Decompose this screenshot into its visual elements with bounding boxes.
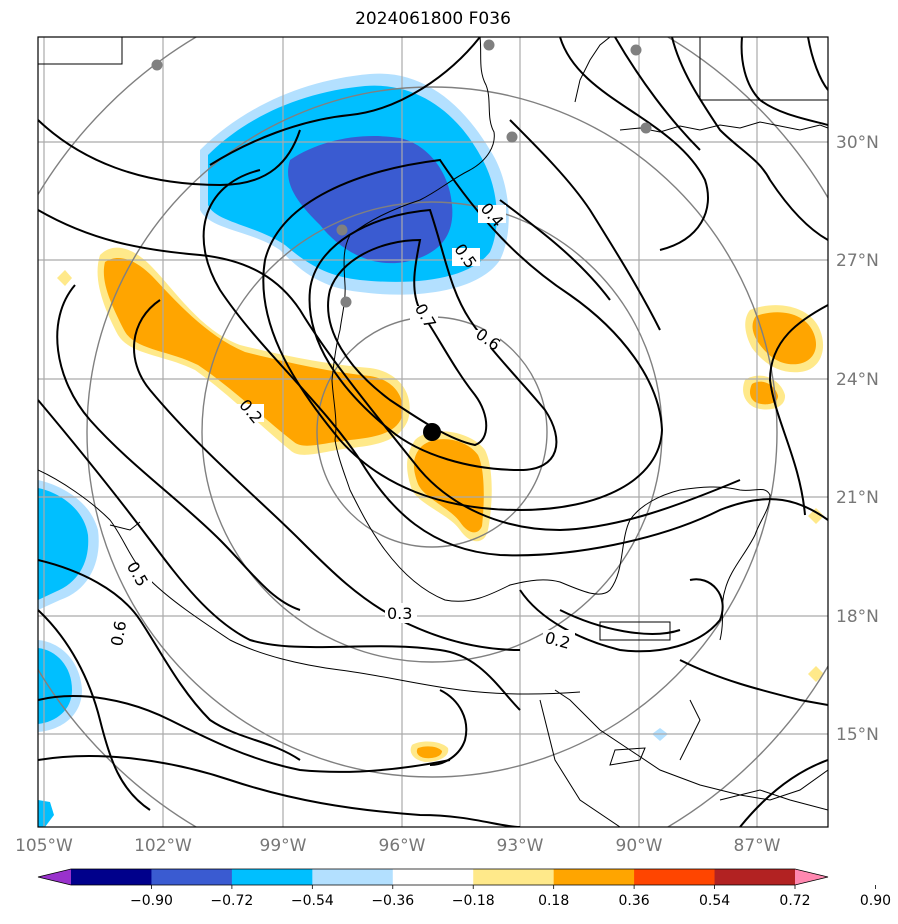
lat-label: 18°N xyxy=(836,607,879,627)
map-plot-area: 0.4 0.5 0.7 0.6 0.2 0.5 0.6 0.3 0.2 xyxy=(38,37,828,827)
lon-label: 105°W xyxy=(15,836,73,856)
storm-center-marker xyxy=(423,423,441,441)
colorbar-tick-label: −0.72 xyxy=(210,893,253,909)
contour-lines xyxy=(38,37,828,827)
colorbar-tick-label: −0.90 xyxy=(130,893,173,909)
colorbar: −0.90 −0.72 −0.54 −0.36 −0.18 0.18 0.36 0.54 0.7… xyxy=(37,868,891,909)
colorbar-segment xyxy=(392,869,474,885)
lon-label: 90°W xyxy=(616,836,663,856)
colorbar-segment xyxy=(151,869,233,885)
negative-anomaly-fill xyxy=(38,73,668,827)
colorbar-outline xyxy=(37,868,829,886)
colorbar-segment xyxy=(312,869,394,885)
colorbar-segment xyxy=(714,869,796,885)
colorbar-tick-label: −0.36 xyxy=(371,893,414,909)
lat-label: 21°N xyxy=(836,488,879,508)
colorbar-tick-label: −0.54 xyxy=(291,893,334,909)
colorbar-segment xyxy=(473,869,555,885)
map-title: 2024061800 F036 xyxy=(355,9,511,29)
colorbar-tick-label: 0.54 xyxy=(699,893,730,909)
lat-lon-grid xyxy=(38,37,828,827)
colorbar-segment xyxy=(71,869,152,885)
lat-label: 24°N xyxy=(836,370,879,390)
colorbar-tick-label: 0.36 xyxy=(619,893,650,909)
colorbar-over-extension xyxy=(795,869,828,885)
colorbar-tick-label: −0.18 xyxy=(452,893,495,909)
lon-label: 96°W xyxy=(379,836,426,856)
coastlines xyxy=(38,37,828,827)
colorbar-segment xyxy=(231,869,313,885)
positive-anomaly-fill xyxy=(57,247,824,762)
colorbar-segment xyxy=(553,869,635,885)
lon-label: 93°W xyxy=(497,836,544,856)
lat-label: 15°N xyxy=(836,725,879,745)
colorbar-tick-label: 0.72 xyxy=(779,893,810,909)
colorbar-tick-label: 0.90 xyxy=(860,893,891,909)
colorbar-tick-label: 0.18 xyxy=(538,893,569,909)
lat-label: 30°N xyxy=(836,133,879,153)
contour-label: 0.3 xyxy=(387,604,412,623)
colorbar-segment xyxy=(634,869,716,885)
colorbar-under-extension xyxy=(38,869,71,885)
lon-label: 87°W xyxy=(734,836,781,856)
map-frame xyxy=(37,36,829,828)
station-markers xyxy=(151,39,652,308)
lon-label: 102°W xyxy=(134,836,192,856)
contour-label: 0.6 xyxy=(107,619,130,647)
latitude-labels: 30°N 27°N 24°N 21°N 18°N 15°N xyxy=(836,133,879,745)
lat-label: 27°N xyxy=(836,251,879,271)
lon-label: 99°W xyxy=(260,836,307,856)
longitude-labels: 105°W 102°W 99°W 96°W 93°W 90°W 87°W xyxy=(15,836,781,856)
